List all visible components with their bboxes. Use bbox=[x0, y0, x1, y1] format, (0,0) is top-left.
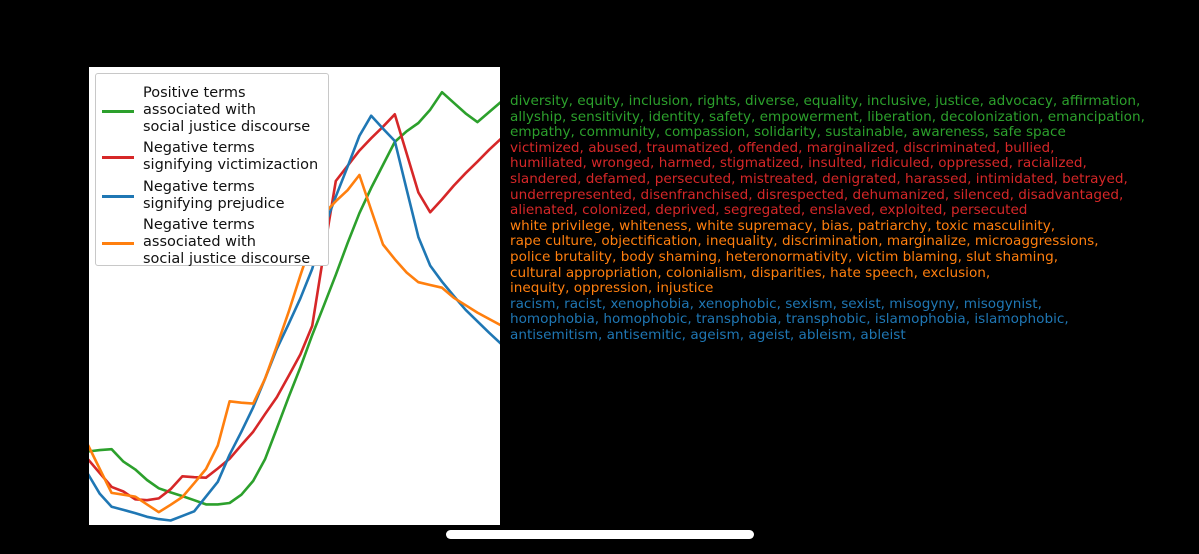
series-line-4 bbox=[88, 173, 501, 514]
term-line: inequity, oppression, injustice bbox=[510, 280, 714, 297]
term-line: police brutality, body shaming, heterono… bbox=[510, 248, 1059, 265]
legend-swatch bbox=[102, 110, 134, 113]
term-line: victimized, abused, traumatized, offende… bbox=[510, 139, 1055, 156]
term-line: rape culture, objectification, inequalit… bbox=[510, 233, 1099, 250]
home-indicator-bar[interactable] bbox=[446, 530, 754, 539]
term-line: allyship, sensitivity, identity, safety,… bbox=[510, 108, 1145, 125]
term-group-prejudice: racism, racist, xenophobia, xenophobic, … bbox=[510, 295, 1190, 344]
term-line: alienated, colonized, deprived, segregat… bbox=[510, 202, 1028, 219]
series-line-2 bbox=[88, 112, 501, 502]
term-lists: diversity, equity, inclusion, rights, di… bbox=[510, 93, 1190, 344]
plot-frame bbox=[88, 66, 501, 526]
series-line-1 bbox=[88, 90, 501, 506]
chart-plot-area bbox=[88, 66, 501, 526]
legend-label: Negative terms associated with social ju… bbox=[143, 217, 311, 267]
legend-label: Negative terms signifying victimizaction bbox=[143, 140, 319, 173]
term-line: slandered, defamed, persecuted, mistreat… bbox=[510, 170, 1128, 187]
term-group-negative-sj: white privilege, whiteness, white suprem… bbox=[510, 217, 1190, 297]
series-line-3 bbox=[88, 114, 501, 522]
term-line: racism, racist, xenophobia, xenophobic, … bbox=[510, 295, 1042, 312]
legend-label: Positive terms associated with social ju… bbox=[143, 85, 311, 135]
legend-swatch bbox=[102, 156, 134, 159]
legend-swatch bbox=[102, 242, 134, 245]
term-line: empathy, community, compassion, solidari… bbox=[510, 124, 1066, 141]
line-chart: Positive terms associated with social ju… bbox=[88, 66, 501, 526]
term-line: white privilege, whiteness, white suprem… bbox=[510, 217, 1056, 234]
term-group-victimization: victimized, abused, traumatized, offende… bbox=[510, 139, 1190, 219]
term-line: humiliated, wronged, harmed, stigmatized… bbox=[510, 155, 1087, 172]
term-line: homophobia, homophobic, transphobia, tra… bbox=[510, 311, 1069, 328]
legend-label: Negative terms signifying prejudice bbox=[143, 179, 285, 212]
term-line: cultural appropriation, colonialism, dis… bbox=[510, 264, 991, 281]
term-line: antisemitism, antisemitic, ageism, ageis… bbox=[510, 326, 906, 343]
term-line: underrepresented, disenfranchised, disre… bbox=[510, 186, 1124, 203]
term-line: diversity, equity, inclusion, rights, di… bbox=[510, 93, 1141, 109]
chart-legend: Positive terms associated with social ju… bbox=[95, 73, 329, 267]
legend-swatch bbox=[102, 195, 134, 198]
term-group-positive-sj: diversity, equity, inclusion, rights, di… bbox=[510, 93, 1190, 141]
